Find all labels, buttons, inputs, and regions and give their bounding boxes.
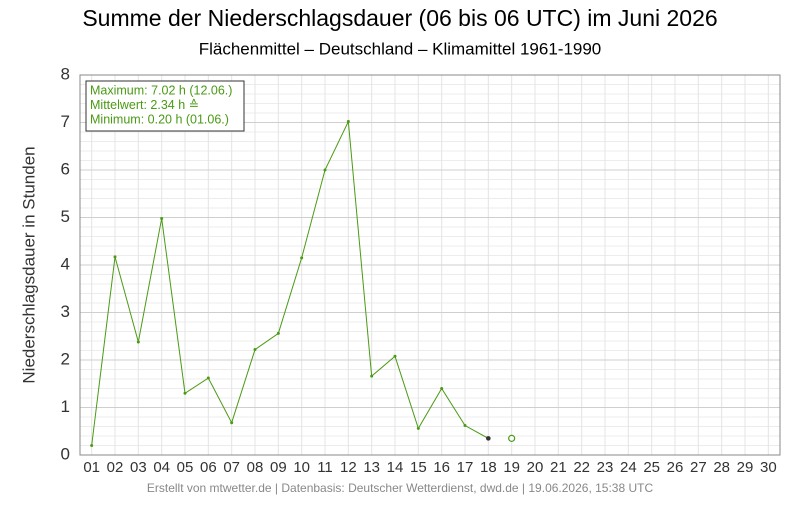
- x-tick-label: 26: [667, 459, 684, 476]
- point: [416, 426, 420, 430]
- x-tick-label: 22: [573, 459, 590, 476]
- x-tick-label: 23: [597, 459, 614, 476]
- x-tick-label: 17: [457, 459, 474, 476]
- x-tick-label: 13: [363, 459, 380, 476]
- x-tick-label: 19: [503, 459, 520, 476]
- y-tick-label: 8: [61, 64, 70, 83]
- grid: [80, 74, 780, 456]
- x-tick-label: 12: [340, 459, 357, 476]
- plot: [90, 119, 516, 447]
- y-tick-label: 1: [61, 397, 70, 416]
- x-tick-label: 20: [527, 459, 544, 476]
- chart-subtitle: Flächenmittel – Deutschland – Klimamitte…: [199, 39, 602, 58]
- plot-frame: [79, 74, 781, 456]
- x-tick-label: 28: [713, 459, 730, 476]
- point: [323, 168, 327, 172]
- info-box: [85, 80, 245, 132]
- x-tick-label: 08: [247, 459, 264, 476]
- point: [346, 120, 350, 124]
- x-tick-label: 09: [270, 459, 287, 476]
- line: [91, 119, 489, 446]
- x-tick-label: 14: [387, 459, 404, 476]
- x-tick-label: 27: [690, 459, 707, 476]
- x-tick-label: 15: [410, 459, 427, 476]
- point: [486, 436, 491, 441]
- y-tick-label: 6: [61, 159, 70, 178]
- y-axis-label: Niederschlagsdauer in Stunden: [19, 146, 38, 383]
- x-tick-label: 30: [760, 459, 777, 476]
- x-tick-label: 18: [480, 459, 497, 476]
- info-box-line: Minimum: 0.20 h (01.06.): [90, 112, 229, 126]
- point: [230, 421, 234, 425]
- point: [300, 256, 304, 260]
- point: [440, 387, 444, 390]
- footer: Erstellt von mtwetter.de | Datenbasis: D…: [147, 481, 654, 495]
- y-tick-label: 0: [61, 444, 70, 463]
- y-tick-label: 5: [61, 207, 70, 226]
- point: [370, 374, 374, 378]
- x-tick-label: 24: [620, 459, 637, 476]
- x-tick-label: 29: [737, 459, 754, 476]
- x-tick-label: 01: [83, 459, 100, 476]
- x-tick-label: 07: [223, 459, 240, 476]
- x-tick-label: 25: [643, 459, 660, 476]
- x-tick-label: 05: [177, 459, 194, 476]
- x-tick-label: 04: [153, 459, 170, 476]
- info-box-line: Mittelwert: 2.34 h ≙: [90, 98, 199, 112]
- open-point: [508, 434, 516, 442]
- x-tick-label: 10: [293, 459, 310, 476]
- point: [183, 391, 187, 395]
- point: [160, 216, 164, 220]
- chart-title: Summe der Niederschlagsdauer (06 bis 06 …: [82, 5, 717, 31]
- x-tick-label: 16: [433, 459, 450, 476]
- y-tick-label: 7: [61, 112, 70, 131]
- x-tick-label: 21: [550, 459, 567, 476]
- x-tick-label: 03: [130, 459, 147, 476]
- x-tick-label: 02: [107, 459, 124, 476]
- point: [463, 424, 467, 428]
- point: [393, 354, 397, 358]
- point: [253, 348, 257, 352]
- point: [113, 255, 117, 259]
- point: [206, 376, 210, 380]
- y-tick-label: 3: [61, 302, 70, 321]
- point: [90, 444, 94, 447]
- x-tick-label: 11: [317, 459, 333, 476]
- info-box-line: Maximum: 7.02 h (12.06.): [90, 83, 232, 97]
- x-tick-label: 06: [200, 459, 217, 476]
- y-tick-label: 2: [61, 349, 70, 368]
- point: [276, 331, 280, 335]
- point: [136, 340, 140, 344]
- y-tick-label: 4: [61, 254, 70, 273]
